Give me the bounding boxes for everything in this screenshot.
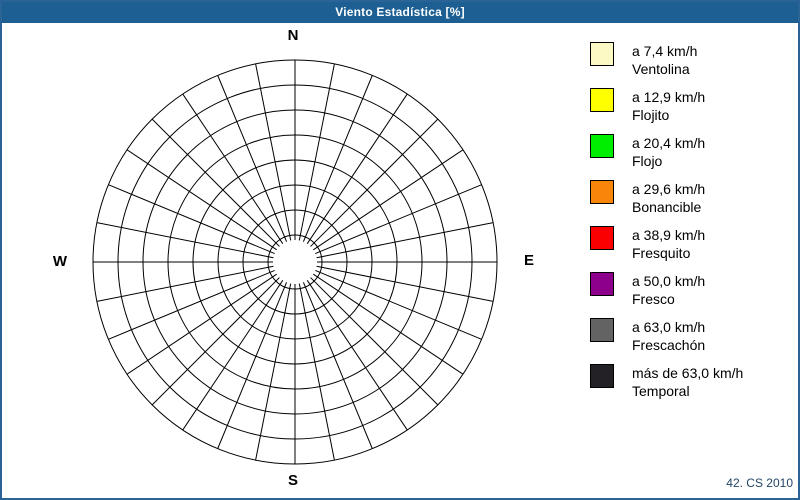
legend-category-name: Fresquito — [632, 245, 691, 261]
footer-watermark: 42. CS 2010 — [726, 476, 793, 490]
legend-item: a 38,9 km/h Fresquito — [590, 226, 790, 262]
legend-item: a 20,4 km/h Flojo — [590, 134, 790, 170]
legend-category-name: Frescachón — [632, 337, 706, 353]
legend-speed-label: a 12,9 km/h — [632, 89, 706, 105]
legend-item: a 12,9 km/h Flojito — [590, 88, 790, 124]
legend-speed-label: a 29,6 km/h — [632, 181, 706, 197]
legend-color-swatch — [590, 180, 614, 204]
legend-speed-label: a 20,4 km/h — [632, 135, 706, 151]
legend: a 7,4 km/h Ventolina a 12,9 km/h Flojito… — [590, 42, 790, 410]
legend-item: a 63,0 km/h Frescachón — [590, 318, 790, 354]
legend-item: más de 63,0 km/h Temporal — [590, 364, 790, 400]
legend-speed-label: a 7,4 km/h — [632, 43, 698, 59]
window-title-bar: Viento Estadística [%] — [2, 2, 798, 23]
legend-speed-label: a 38,9 km/h — [632, 227, 706, 243]
legend-item: a 50,0 km/h Fresco — [590, 272, 790, 308]
window-title: Viento Estadística [%] — [335, 5, 465, 19]
legend-item: a 7,4 km/h Ventolina — [590, 42, 790, 78]
compass-label-east: E — [523, 252, 534, 269]
legend-speed-label: a 63,0 km/h — [632, 319, 706, 335]
legend-category-name: Temporal — [632, 383, 690, 399]
legend-color-swatch — [590, 88, 614, 112]
legend-category-name: Bonancible — [632, 199, 702, 215]
legend-category-name: Flojo — [632, 153, 663, 169]
wind-rose-chart — [92, 59, 498, 465]
compass-label-south: S — [287, 472, 298, 489]
legend-color-swatch — [590, 226, 614, 250]
legend-color-swatch — [590, 42, 614, 66]
legend-speed-label: más de 63,0 km/h — [632, 365, 744, 381]
legend-color-swatch — [590, 318, 614, 342]
legend-category-name: Fresco — [632, 291, 675, 307]
legend-color-swatch — [590, 272, 614, 296]
compass-label-north: N — [287, 27, 299, 44]
legend-category-name: Flojito — [632, 107, 670, 123]
legend-color-swatch — [590, 364, 614, 388]
legend-speed-label: a 50,0 km/h — [632, 273, 706, 289]
legend-category-name: Ventolina — [632, 61, 690, 77]
legend-item: a 29,6 km/h Bonancible — [590, 180, 790, 216]
compass-label-west: W — [52, 253, 68, 270]
legend-color-swatch — [590, 134, 614, 158]
